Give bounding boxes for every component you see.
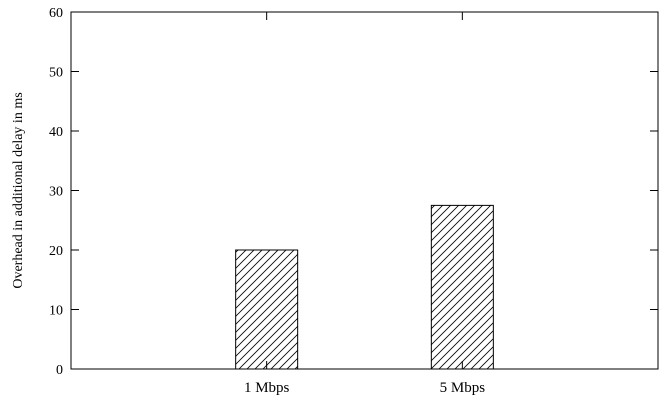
x-tick-label: 5 Mbps <box>440 380 486 396</box>
bar-5-mbps <box>430 204 494 370</box>
y-axis-label: Overhead in additional delay in ms <box>11 92 26 288</box>
plot-frame <box>70 11 659 370</box>
y-tick-label: 0 <box>56 363 63 378</box>
axis-ticks <box>71 11 658 370</box>
bar-1-mbps <box>235 249 299 370</box>
y-tick-label: 60 <box>49 6 63 21</box>
x-tick-label: 1 Mbps <box>244 380 290 396</box>
axis-labels: 0 10 20 30 40 50 60 1 Mbps 5 Mbps <box>49 6 485 396</box>
y-tick-label: 20 <box>49 244 63 259</box>
y-tick-label: 30 <box>49 185 63 200</box>
y-tick-label: 50 <box>49 66 63 81</box>
y-tick-label: 10 <box>49 304 63 319</box>
bars <box>235 204 494 370</box>
y-tick-label: 40 <box>49 125 63 140</box>
